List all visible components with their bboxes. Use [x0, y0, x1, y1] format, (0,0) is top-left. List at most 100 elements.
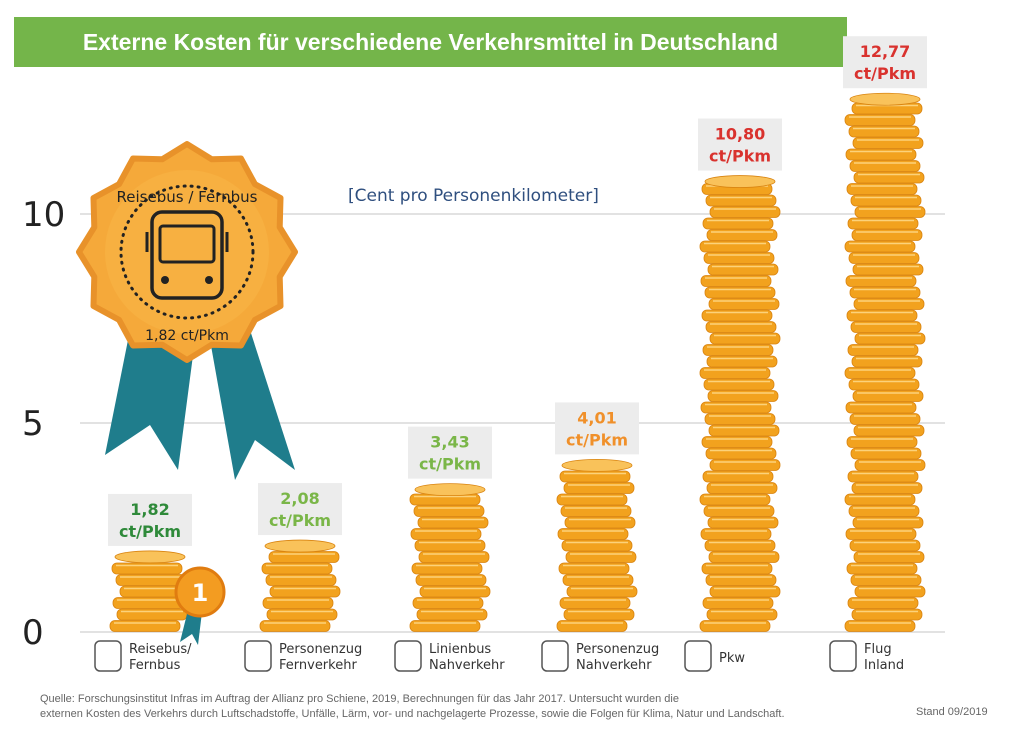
coin — [707, 263, 779, 276]
coin — [262, 597, 334, 609]
x-tick-label: Fernverkehr — [279, 658, 357, 673]
x-tick-label: Linienbus — [429, 642, 491, 657]
coin — [845, 148, 917, 161]
coin — [268, 551, 340, 563]
coin — [849, 286, 921, 299]
coin — [847, 470, 919, 483]
data-label-box — [408, 426, 492, 479]
x-tick-label: Personenzug — [279, 642, 362, 657]
coin-top — [704, 175, 776, 188]
coin — [417, 516, 489, 529]
stand-date: Stand 09/2019 — [916, 706, 988, 718]
rosette-value: 1,82 ct/Pkm — [145, 328, 229, 344]
coin — [848, 252, 920, 264]
data-label-unit: ct/Pkm — [269, 511, 331, 530]
coin — [848, 505, 920, 517]
bus-headlight — [205, 276, 213, 284]
source-line-1: Quelle: Forschungsinstitut Infras im Auf… — [40, 693, 679, 705]
coin — [702, 217, 774, 230]
coin — [845, 401, 917, 414]
coin — [844, 367, 916, 379]
chart-subtitle: [Cent pro Personenkilometer] — [348, 186, 599, 206]
coin — [563, 482, 635, 494]
coin — [702, 597, 774, 609]
coin — [559, 470, 631, 483]
bus-icon — [145, 210, 229, 300]
coin — [844, 114, 916, 126]
medal-ribbon-icon — [180, 610, 202, 645]
coin — [848, 125, 920, 138]
coin — [414, 539, 486, 552]
x-tick-label: Fernbus — [129, 658, 181, 673]
coin-top — [114, 550, 186, 564]
coin — [847, 597, 919, 609]
bar-1 — [109, 550, 191, 632]
coin — [701, 309, 773, 322]
data-label-value: 2,08 — [280, 489, 319, 508]
data-label-value: 1,82 — [130, 500, 169, 519]
y-tick-label: 10 — [22, 195, 65, 235]
medal-icon — [174, 566, 226, 618]
coin — [418, 551, 490, 563]
bar-4 — [556, 458, 638, 632]
coin — [851, 229, 923, 241]
coin — [707, 516, 779, 529]
coin — [565, 551, 637, 563]
coin — [699, 620, 771, 632]
bar-2 — [259, 539, 341, 632]
coin — [705, 321, 777, 333]
coin — [705, 194, 777, 207]
coin — [853, 171, 925, 184]
coin — [844, 240, 916, 253]
coin — [851, 482, 923, 494]
coin — [564, 516, 636, 529]
coin — [704, 413, 776, 425]
coin — [700, 401, 772, 414]
coin — [846, 183, 918, 195]
chart-title: Externe Kosten für verschiedene Verkehrs… — [14, 17, 847, 67]
car-icon — [684, 640, 712, 672]
coin — [419, 585, 491, 598]
coin — [707, 390, 779, 402]
y-tick-label: 0 — [22, 613, 44, 653]
coin — [849, 413, 921, 425]
data-label-unit: ct/Pkm — [119, 522, 181, 541]
coin — [850, 447, 922, 460]
coin — [850, 574, 922, 586]
x-tick-label: Nahverkehr — [429, 658, 505, 673]
coin — [708, 424, 780, 437]
coin — [847, 344, 919, 356]
coin — [559, 597, 631, 609]
data-label-box — [698, 118, 782, 171]
coin — [846, 309, 918, 322]
coin — [844, 620, 916, 632]
data-label-unit: ct/Pkm — [419, 455, 481, 474]
city-bus-icon — [394, 640, 422, 672]
bus-headlight — [161, 276, 169, 284]
data-label-box — [555, 402, 639, 455]
coin — [852, 516, 924, 529]
bus-icon — [94, 640, 122, 672]
coin — [709, 206, 781, 218]
bus-windshield — [158, 224, 216, 264]
coin — [266, 608, 338, 621]
rosette-title: Reisebus / Fernbus — [117, 188, 258, 206]
coin — [705, 574, 777, 586]
coin — [854, 206, 926, 218]
coin — [706, 608, 778, 621]
coin — [853, 298, 925, 310]
coin — [849, 160, 921, 172]
coin — [415, 574, 487, 586]
coin — [704, 286, 776, 299]
coin — [109, 620, 181, 632]
coin — [560, 505, 632, 517]
data-label-value: 3,43 — [430, 433, 469, 452]
coin — [566, 585, 638, 598]
bar-6 — [844, 92, 926, 632]
x-tick-label: Nahverkehr — [576, 658, 652, 673]
coin — [851, 608, 923, 621]
tram-icon — [541, 640, 569, 672]
rosette-inner — [105, 170, 269, 334]
coin — [562, 574, 634, 586]
coin — [556, 620, 628, 632]
